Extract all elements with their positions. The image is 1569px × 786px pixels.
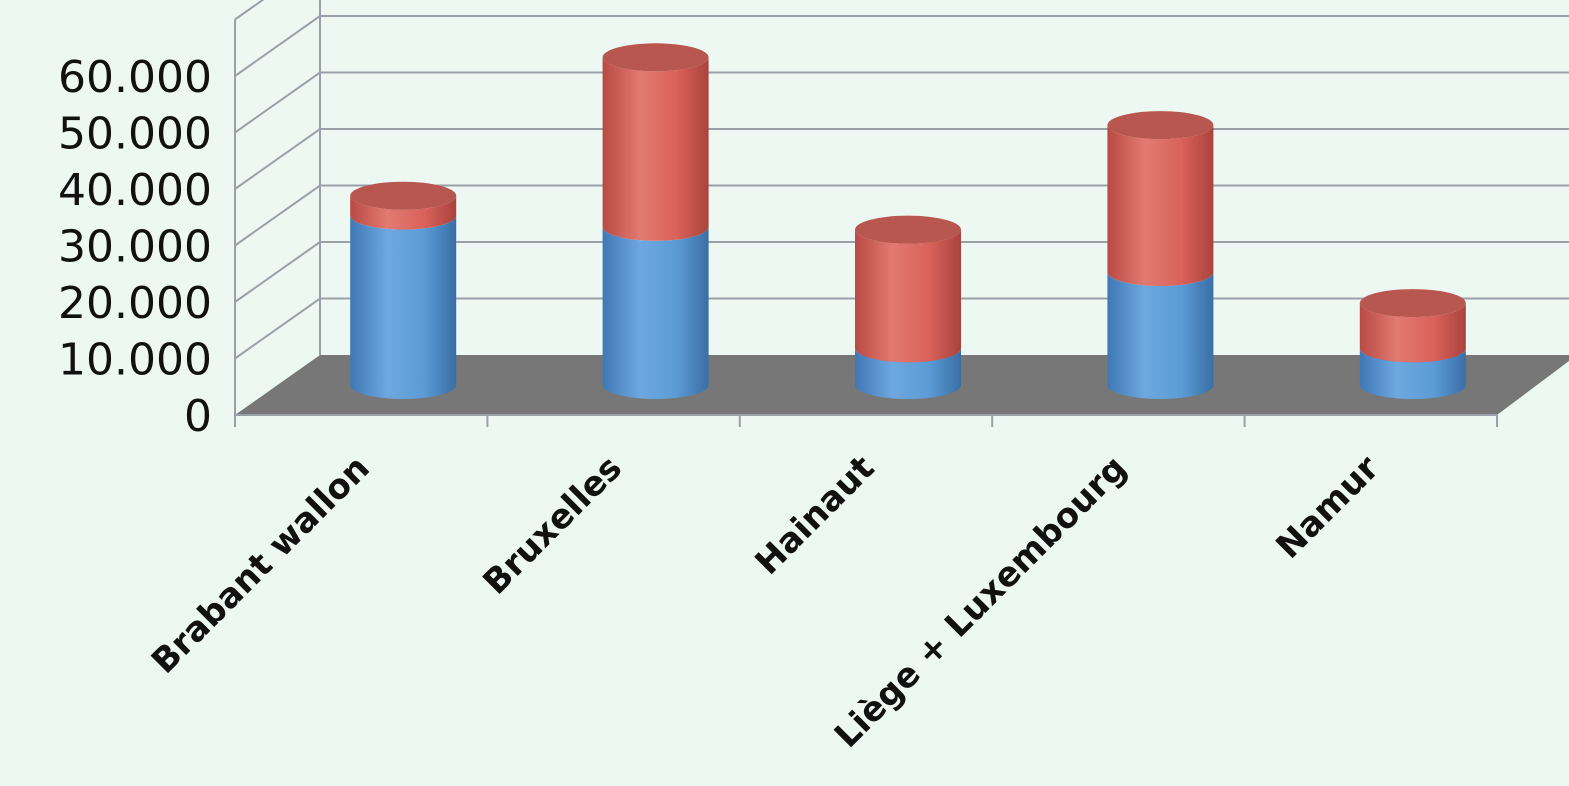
x-tick-label: Hainaut (748, 448, 883, 583)
y-tick-label: 20.000 (58, 278, 212, 329)
bar-red-1 (602, 57, 709, 241)
bar-blue-1 (602, 226, 709, 400)
bar-top-cap-3 (1107, 111, 1214, 140)
gridline (234, 15, 1569, 77)
y-tick-label: 40.000 (58, 165, 212, 216)
y-tick-label: 0 (184, 391, 212, 442)
bar-red-4 (1359, 303, 1466, 363)
y-tick-label: 60.000 (58, 52, 212, 103)
bar-red-0 (350, 195, 457, 230)
gridline (234, 71, 1569, 134)
x-tick-label: Namur (1269, 448, 1388, 567)
bar-top-cap-4 (1359, 289, 1466, 318)
y-tick-label: 50.000 (58, 109, 212, 160)
x-tick-label: Liège + Luxembourg (827, 448, 1135, 756)
bar-blue-4 (1359, 348, 1466, 400)
bar-red-3 (1107, 125, 1214, 286)
x-tick-label: Bruxelles (475, 448, 629, 602)
x-tick-label: Brabant wallon (144, 448, 378, 682)
bar-blue-3 (1107, 272, 1214, 400)
y-tick-label: 30.000 (58, 222, 212, 273)
bar-blue-2 (855, 348, 961, 399)
bar-red-2 (855, 229, 961, 363)
y-tick-label: 10.000 (58, 335, 212, 386)
bar-top-cap-1 (602, 43, 709, 72)
bar-top-cap-0 (350, 181, 457, 210)
bar-blue-0 (350, 215, 457, 400)
gridline (234, 128, 1569, 190)
bar-top-cap-2 (855, 215, 961, 244)
